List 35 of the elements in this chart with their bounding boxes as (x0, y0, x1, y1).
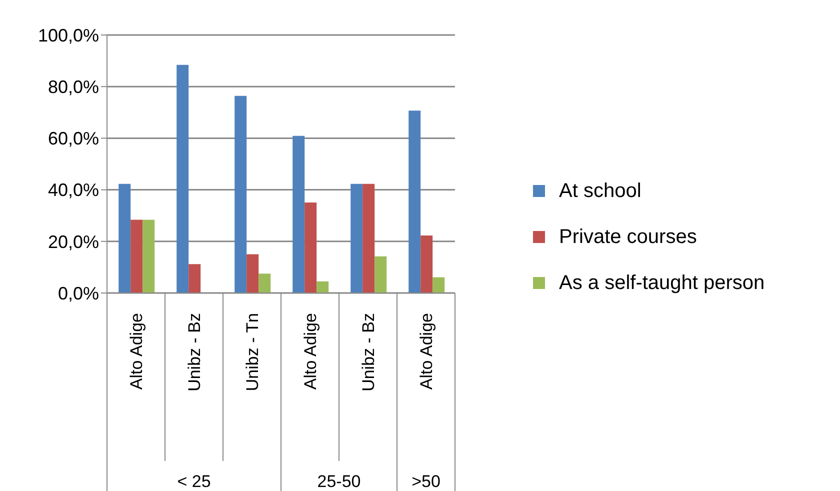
x-tick-label: Alto Adige (127, 313, 146, 390)
bar (350, 184, 363, 293)
text: < 25 (177, 472, 211, 491)
bar (130, 220, 143, 293)
bar (188, 264, 201, 293)
y-tick-label: 80,0% (48, 76, 99, 97)
legend-label: As a self-taught person (559, 272, 765, 294)
bar (432, 277, 445, 293)
y-tick-label: 20,0% (48, 232, 99, 252)
bar (142, 220, 155, 293)
x-tick-label: Unibz - Bz (359, 313, 378, 392)
text: >50 (412, 472, 440, 491)
bar (234, 96, 247, 293)
bar (118, 184, 131, 293)
y-tick-label: 0,0% (58, 283, 99, 304)
text: 25-50 (317, 472, 361, 491)
bar (374, 256, 387, 293)
bar (292, 136, 305, 293)
x-tick-label: Alto Adige (417, 313, 436, 390)
y-tick-label: 60,0% (48, 128, 99, 149)
y-tick-label: 100,0% (38, 25, 99, 46)
x-tick-label: Unibz - Tn (243, 313, 262, 392)
bar (304, 202, 317, 293)
x-tick-label: Unibz - Bz (185, 313, 204, 392)
x-tick-label: Alto Adige (301, 313, 320, 390)
bar (408, 110, 421, 293)
bar (258, 274, 271, 293)
legend-label: Private courses (559, 226, 697, 248)
bar (420, 235, 433, 293)
bar (246, 254, 259, 293)
bar (316, 281, 329, 293)
legend-label: At school (559, 180, 642, 202)
bar (176, 64, 189, 293)
bar (362, 184, 375, 293)
y-tick-label: 40,0% (48, 180, 99, 200)
